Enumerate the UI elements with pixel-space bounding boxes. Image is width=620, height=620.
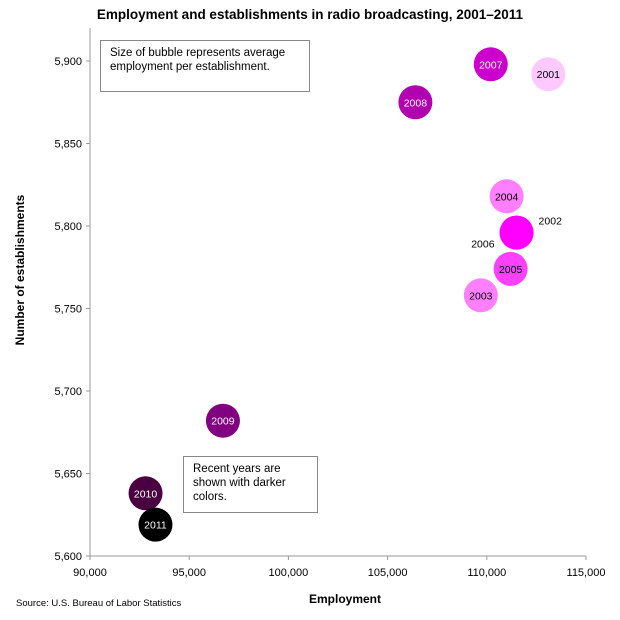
bubble-2007 xyxy=(473,47,508,82)
bubble-label-2009: 2009 xyxy=(211,416,235,428)
bubble-2004 xyxy=(489,179,524,214)
color-note: Recent years are shown with darker color… xyxy=(183,456,318,513)
y-tick-label: 5,750 xyxy=(54,304,82,316)
bubble-label-2002: 2002 xyxy=(539,216,563,228)
bubble-label-2008: 2008 xyxy=(404,97,428,109)
x-tick-label: 110,000 xyxy=(467,567,506,579)
x-tick-label: 115,000 xyxy=(567,567,606,579)
chart-axes xyxy=(86,28,587,560)
bubble-2003 xyxy=(463,278,498,313)
source-note: Source: U.S. Bureau of Labor Statistics xyxy=(16,598,182,609)
bubbles xyxy=(128,47,566,542)
bubble-size-note: Size of bubble represents average employ… xyxy=(100,40,310,92)
bubble-2010 xyxy=(128,476,163,511)
y-axis-label: Number of establishments xyxy=(13,194,27,346)
bubble-label-2005: 2005 xyxy=(499,264,523,276)
bubble-label-2010: 2010 xyxy=(134,488,158,500)
x-axis-label: Employment xyxy=(308,592,381,606)
y-tick-label: 5,650 xyxy=(54,469,82,481)
bubble-label-2006: 2006 xyxy=(471,239,495,251)
x-tick-label: 90,000 xyxy=(73,567,107,579)
bubble-label-2004: 2004 xyxy=(495,191,519,203)
y-tick-label: 5,850 xyxy=(54,139,82,151)
x-tick-label: 95,000 xyxy=(172,567,206,579)
bubble-2006 xyxy=(499,215,534,250)
bubble-label-2001: 2001 xyxy=(537,69,561,81)
bubble-label-2011: 2011 xyxy=(144,520,167,532)
bubble-2005 xyxy=(493,251,528,286)
bubble-label-2007: 2007 xyxy=(479,59,503,71)
x-tick-label: 100,000 xyxy=(269,567,309,579)
y-tick-label: 5,700 xyxy=(54,386,82,398)
bubble-label-2003: 2003 xyxy=(469,290,493,302)
bubble-2011 xyxy=(138,507,173,542)
bubble-2009 xyxy=(205,403,240,438)
y-tick-label: 5,800 xyxy=(54,221,82,233)
chart-title: Employment and establishments in radio b… xyxy=(96,7,524,22)
x-tick-label: 105,000 xyxy=(368,567,408,579)
bubble-2008 xyxy=(398,85,433,120)
bubble-2001 xyxy=(531,57,566,92)
tick-labels: 5,600 5,650 5,700 5,750 5,800 5,850 5,900 90,00… xyxy=(54,56,605,579)
y-tick-label: 5,900 xyxy=(54,56,82,68)
y-tick-label: 5,600 xyxy=(54,551,82,563)
